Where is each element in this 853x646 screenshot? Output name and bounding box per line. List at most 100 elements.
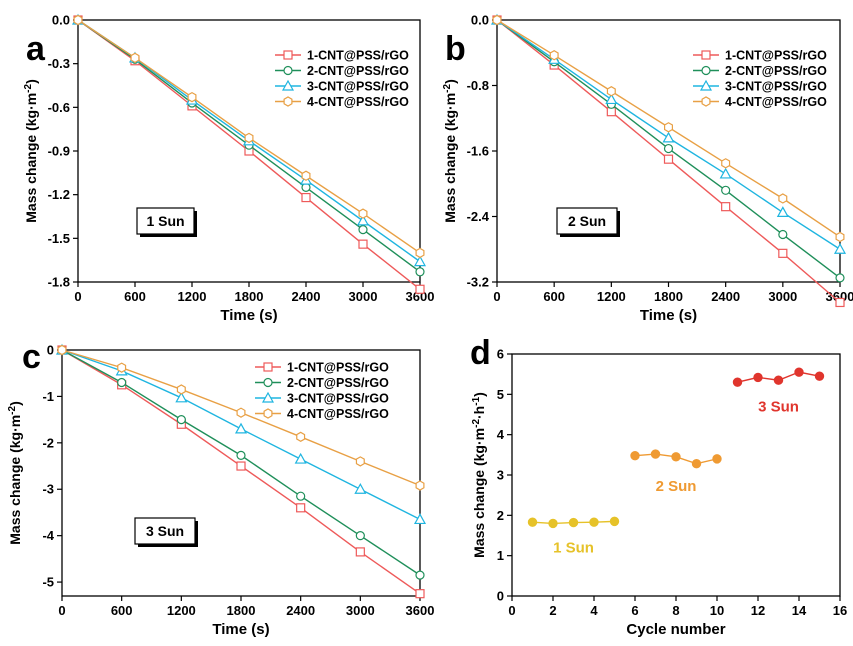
data-point bbox=[778, 229, 788, 240]
x-tick-label: 600 bbox=[111, 603, 133, 618]
y-label-sup2: -1 bbox=[471, 396, 482, 405]
data-point bbox=[776, 206, 789, 218]
y-tick-label: -1.5 bbox=[48, 231, 70, 246]
annotation-label: 3 Sun bbox=[146, 523, 184, 539]
data-point bbox=[833, 243, 847, 254]
data-point bbox=[663, 143, 674, 154]
y-tick-label: 0.0 bbox=[471, 13, 489, 28]
y-tick-label: 0 bbox=[497, 589, 504, 604]
data-point bbox=[778, 193, 788, 204]
panel-c: c0 600 1200 1800 2400 3000 36000-1-2-3-4-5Time… bbox=[7, 338, 434, 638]
annotation-label: 1 Sun bbox=[146, 213, 184, 229]
x-tick-label: 0 bbox=[493, 289, 500, 304]
data-point bbox=[358, 225, 368, 235]
x-tick-label: 12 bbox=[751, 603, 765, 618]
panel-letter: a bbox=[26, 30, 46, 68]
legend-marker bbox=[701, 50, 711, 60]
x-tick-label: 10 bbox=[710, 603, 724, 618]
panel-letter: d bbox=[470, 334, 491, 372]
y-tick-label: -1.2 bbox=[48, 187, 70, 202]
data-point bbox=[794, 367, 804, 377]
data-point bbox=[835, 273, 845, 283]
legend-marker bbox=[283, 50, 293, 60]
y-tick-label: -3.2 bbox=[467, 275, 489, 290]
legend-marker bbox=[701, 96, 711, 107]
data-point bbox=[117, 362, 127, 373]
y-axis-label: Mass change (kg·m-2) bbox=[23, 79, 39, 223]
x-tick-label: 600 bbox=[543, 289, 565, 304]
x-tick-label: 3000 bbox=[768, 289, 797, 304]
y-tick-label: 2 bbox=[497, 508, 504, 523]
data-point bbox=[356, 214, 370, 226]
annotation-label: 2 Sun bbox=[568, 213, 606, 229]
y-tick-label: -0.3 bbox=[48, 56, 70, 71]
data-point bbox=[814, 371, 825, 381]
data-point bbox=[236, 407, 246, 418]
data-point bbox=[117, 377, 127, 388]
y-label-sup: -2 bbox=[23, 83, 34, 92]
legend-label: 2-CNT@PSS/rGO bbox=[725, 64, 827, 78]
y-tick-label: 5 bbox=[497, 387, 504, 402]
y-tick-label: 0 bbox=[47, 343, 54, 358]
y-label-main: Mass change (kg·m bbox=[23, 93, 39, 223]
legend-label: 4-CNT@PSS/rGO bbox=[725, 95, 827, 109]
data-point bbox=[753, 372, 763, 383]
legend-marker bbox=[263, 408, 273, 419]
legend-marker bbox=[261, 391, 275, 403]
y-tick-label: -0.9 bbox=[48, 144, 70, 159]
data-point bbox=[663, 154, 674, 164]
x-tick-label: 2400 bbox=[292, 289, 321, 304]
data-point bbox=[719, 167, 732, 179]
x-tick-label: 2400 bbox=[286, 603, 315, 618]
legend-marker bbox=[283, 65, 293, 76]
data-point bbox=[415, 267, 425, 277]
data-point bbox=[630, 450, 640, 461]
data-point bbox=[73, 14, 83, 26]
y-tick-label: -3 bbox=[42, 482, 54, 497]
x-tick-label: 8 bbox=[672, 603, 679, 618]
x-tick-label: 3600 bbox=[826, 289, 853, 304]
y-tick-label: -2 bbox=[42, 435, 54, 450]
x-tick-label: 0 bbox=[74, 289, 81, 304]
y-label-close: ) bbox=[471, 392, 487, 397]
legend-marker bbox=[699, 79, 713, 91]
y-tick-label: 3 bbox=[497, 468, 504, 483]
data-point bbox=[355, 531, 365, 541]
data-point bbox=[176, 384, 186, 395]
data-point bbox=[415, 480, 425, 491]
series-label: 2 Sun bbox=[656, 478, 697, 495]
data-point bbox=[296, 431, 306, 442]
data-point bbox=[130, 52, 140, 64]
panel-a: a 0 600 1200 1800 2400 3000 3600 0.0 -0.3 -0.6 -0.9… bbox=[23, 13, 434, 325]
x-tick-label: 1800 bbox=[227, 603, 256, 618]
data-point bbox=[296, 491, 306, 501]
panel-b: b 0 600 1200 1800 2400 3000 3600 0.0 -0.8 -1.6 -2.4… bbox=[442, 13, 853, 325]
annotation-box bbox=[136, 207, 195, 235]
legend-marker bbox=[701, 65, 711, 76]
data-point bbox=[244, 132, 254, 144]
legend-label: 1-CNT@PSS/rGO bbox=[725, 49, 827, 63]
x-tick-label: 0 bbox=[58, 603, 65, 618]
data-point bbox=[296, 503, 306, 513]
data-point bbox=[732, 377, 743, 387]
y-axis-label: Mass change (kg·m-2) bbox=[7, 401, 23, 545]
panel-letter: c bbox=[22, 338, 41, 376]
y-tick-label: -0.6 bbox=[48, 100, 70, 115]
data-point bbox=[721, 202, 731, 212]
data-point bbox=[236, 450, 246, 460]
data-point bbox=[527, 517, 538, 527]
x-tick-label: 6 bbox=[631, 603, 638, 618]
data-point bbox=[548, 518, 558, 529]
x-tick-label: 2 bbox=[549, 603, 556, 618]
legend-label: 1-CNT@PSS/rGO bbox=[287, 361, 389, 375]
legend-label: 3-CNT@PSS/rGO bbox=[307, 80, 409, 94]
data-point bbox=[835, 231, 845, 243]
legend-label: 2-CNT@PSS/rGO bbox=[287, 376, 389, 390]
y-tick-label: -1.6 bbox=[467, 144, 489, 159]
panel-letter: b bbox=[445, 30, 466, 68]
x-tick-label: 1800 bbox=[654, 289, 683, 304]
data-point bbox=[415, 284, 425, 294]
legend-label: 4-CNT@PSS/rGO bbox=[287, 407, 389, 421]
